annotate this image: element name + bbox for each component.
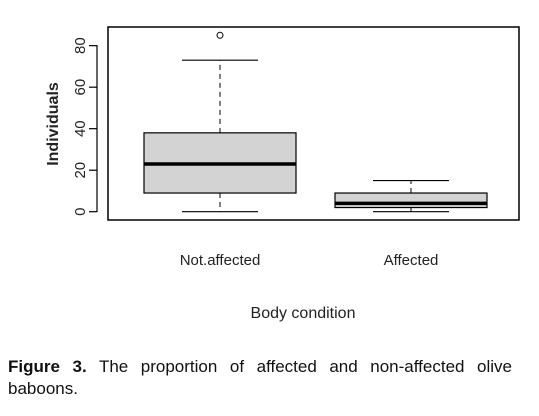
boxplot-chart: 0 20 40 60 80 Not.affected Affected Individua…	[45, 26, 520, 322]
y-tick-label-40: 40	[72, 120, 89, 137]
caption-text: The proportion of affected and non-affec…	[8, 357, 512, 398]
y-tick-label-60: 60	[72, 79, 89, 96]
category-label-not-affected: Not.affected	[180, 252, 261, 269]
figure-caption: Figure 3. The proportion of affected and…	[8, 356, 512, 400]
y-tick-label-0: 0	[72, 208, 89, 216]
outlier-not-affected-0	[216, 31, 224, 39]
y-tick-label-20: 20	[72, 162, 89, 179]
caption-label: Figure 3.	[8, 357, 87, 376]
box-affected	[334, 192, 488, 209]
x-axis-title: Body condition	[251, 305, 356, 322]
y-axis-ticks: 0 20 40 60 80	[72, 37, 97, 216]
category-label-affected: Affected	[384, 252, 439, 269]
plot-frame	[107, 26, 520, 221]
boxes	[143, 31, 488, 213]
y-tick-label-80: 80	[72, 37, 89, 54]
category-labels: Not.affected Affected	[180, 252, 439, 269]
y-axis-title: Individuals	[45, 82, 62, 166]
